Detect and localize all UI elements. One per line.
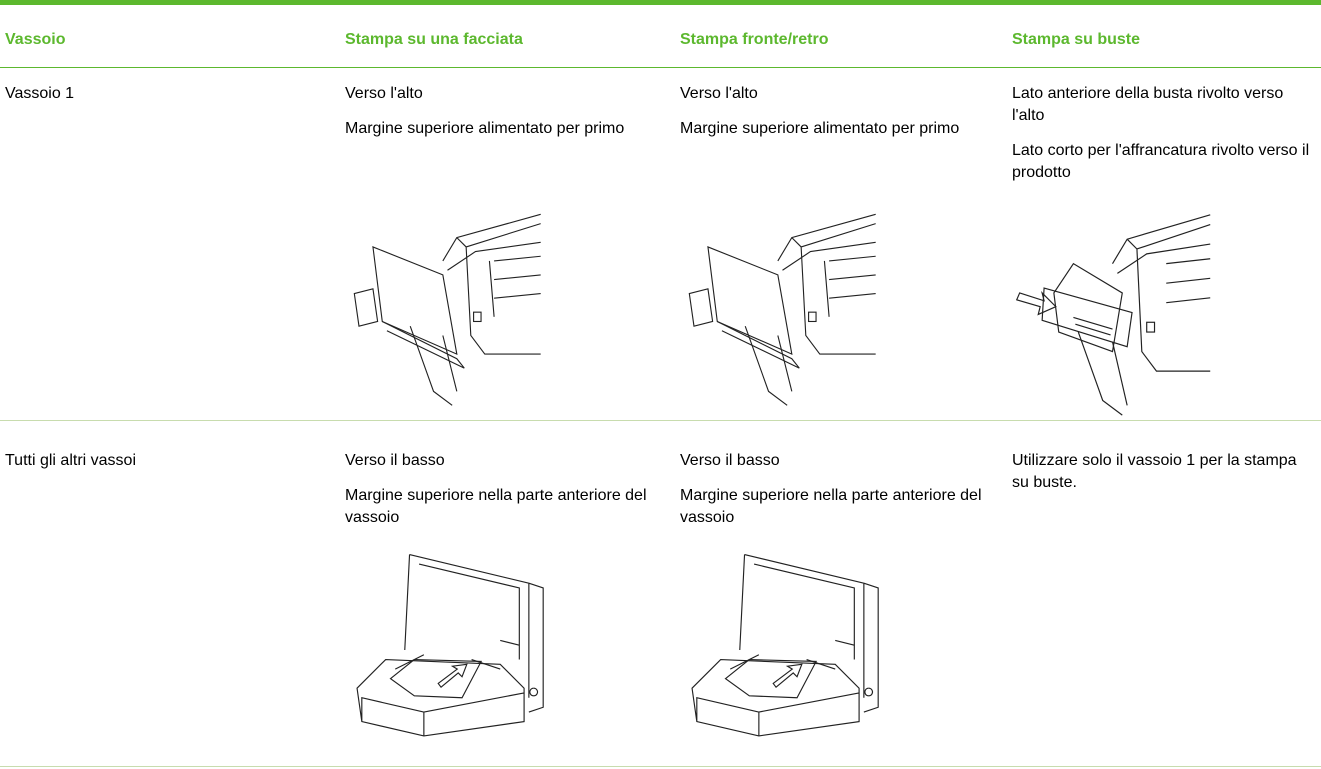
cell-text: Margine superiore nella parte anteriore … xyxy=(680,487,982,526)
cell-text: Margine superiore alimentato per primo xyxy=(680,120,960,137)
column-header: Stampa fronte/retro xyxy=(680,31,829,48)
cell-text: Lato anteriore della busta rivolto verso… xyxy=(1012,85,1284,124)
cell-text: Lato corto per l'affrancatura rivolto ve… xyxy=(1012,142,1310,181)
header-rule xyxy=(0,67,1321,68)
cell-text: Utilizzare solo il vassoio 1 per la stam… xyxy=(1012,452,1297,491)
cell-text: Verso l'alto xyxy=(345,85,423,102)
column-header: Stampa su buste xyxy=(1012,31,1141,48)
cell-text: Tutti gli altri vassoi xyxy=(5,452,136,469)
cell-text: Margine superiore nella parte anteriore … xyxy=(345,487,647,526)
top-rule xyxy=(0,0,1321,5)
row-rule xyxy=(0,420,1321,421)
illustration xyxy=(680,205,885,410)
cell-text: Verso l'alto xyxy=(680,85,758,102)
cell-text: Verso il basso xyxy=(345,452,445,469)
illustration xyxy=(345,545,560,755)
illustration xyxy=(345,205,550,410)
column-header: Stampa su una facciata xyxy=(345,31,523,48)
illustration xyxy=(1005,205,1220,420)
illustration xyxy=(680,545,895,755)
cell-text: Vassoio 1 xyxy=(5,85,75,102)
row-rule xyxy=(0,766,1321,767)
cell-text: Verso il basso xyxy=(680,452,780,469)
cell-text: Margine superiore alimentato per primo xyxy=(345,120,625,137)
column-header: Vassoio xyxy=(5,31,66,48)
